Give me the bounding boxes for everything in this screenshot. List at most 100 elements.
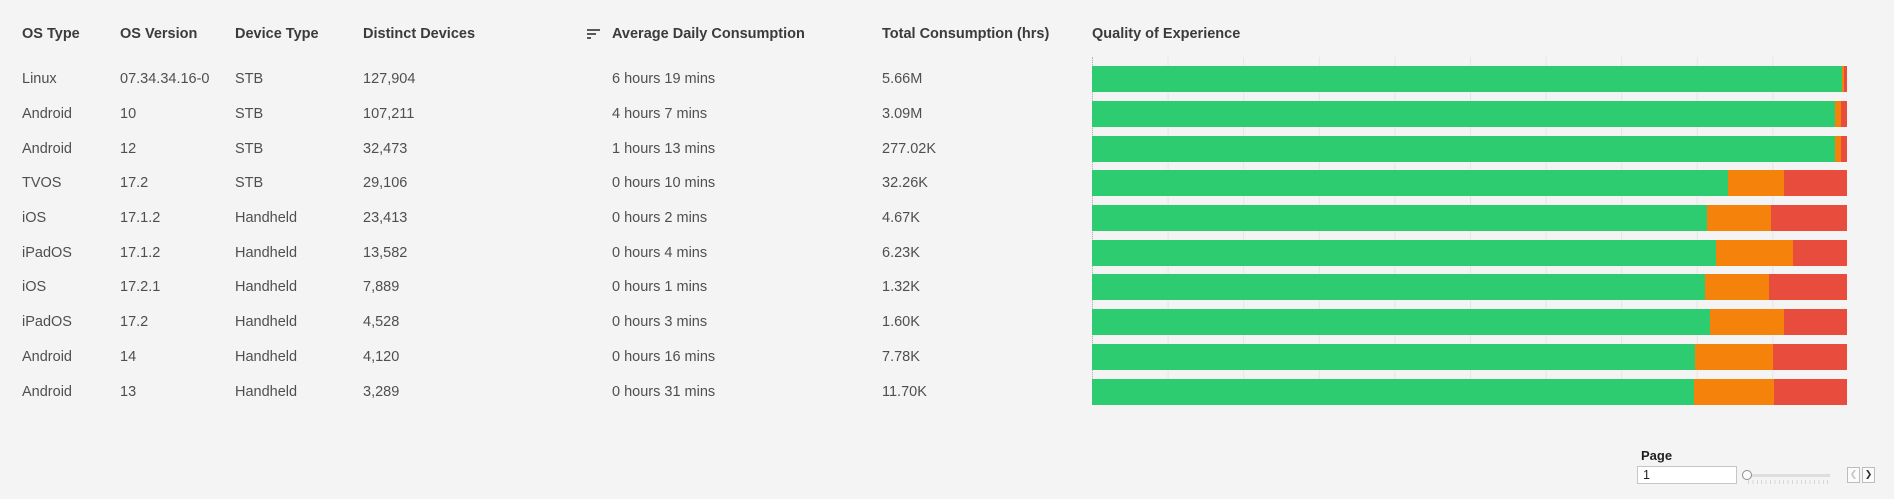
qoe-segment-fair[interactable] xyxy=(1705,274,1770,301)
qoe-segment-fair[interactable] xyxy=(1707,205,1771,232)
qoe-segment-poor[interactable] xyxy=(1773,378,1847,405)
cell-distinct-devices: 107,211 xyxy=(363,106,415,123)
qoe-segment-fair[interactable] xyxy=(1834,135,1842,162)
column-header-os-version[interactable]: OS Version xyxy=(120,26,198,42)
qoe-stacked-bar xyxy=(1092,135,1847,162)
cell-os-type: iOS xyxy=(22,210,47,227)
table-row: Android 14 Handheld 4,120 0 hours 16 min… xyxy=(0,340,1894,375)
cell-total-consumption: 6.23K xyxy=(882,244,920,261)
column-header-os-type[interactable]: OS Type xyxy=(22,26,80,42)
qoe-segment-poor[interactable] xyxy=(1841,135,1847,162)
qoe-segment-good[interactable] xyxy=(1092,343,1696,370)
qoe-stacked-bar xyxy=(1092,170,1847,197)
column-header-average-daily-consumption[interactable]: Average Daily Consumption xyxy=(587,24,882,44)
cell-os-version: 14 xyxy=(120,348,137,365)
column-header-total-consumption[interactable]: Total Consumption (hrs) xyxy=(882,26,1050,42)
qoe-bar[interactable] xyxy=(1092,62,1894,97)
qoe-segment-fair[interactable] xyxy=(1841,66,1845,93)
qoe-bar[interactable] xyxy=(1092,166,1894,201)
qoe-segment-fair[interactable] xyxy=(1715,239,1793,266)
cell-os-type: TVOS xyxy=(22,175,62,192)
qoe-bar[interactable] xyxy=(1092,201,1894,236)
table-row: iOS 17.1.2 Handheld 23,413 0 hours 2 min… xyxy=(0,201,1894,236)
qoe-segment-good[interactable] xyxy=(1092,239,1716,266)
page-slider-handle[interactable] xyxy=(1742,469,1752,480)
qoe-segment-poor[interactable] xyxy=(1770,205,1847,232)
cell-distinct-devices: 4,120 xyxy=(363,348,400,365)
qoe-segment-poor[interactable] xyxy=(1783,309,1847,336)
qoe-segment-poor[interactable] xyxy=(1844,66,1847,93)
page-slider-ticks xyxy=(1748,480,1828,484)
page-slider[interactable] xyxy=(1742,466,1830,484)
cell-os-type: Android xyxy=(22,383,72,400)
cell-total-consumption: 1.32K xyxy=(882,279,920,296)
cell-distinct-devices: 127,904 xyxy=(363,71,416,88)
qoe-segment-good[interactable] xyxy=(1092,135,1835,162)
cell-os-version: 17.2 xyxy=(120,314,149,331)
cell-distinct-devices: 32,473 xyxy=(363,140,408,157)
qoe-segment-good[interactable] xyxy=(1092,378,1695,405)
qoe-segment-poor[interactable] xyxy=(1840,101,1847,128)
qoe-stacked-bar xyxy=(1092,309,1847,336)
table-row: Linux 07.34.34.16-0 STB 127,904 6 hours … xyxy=(0,62,1894,97)
cell-average-daily-consumption: 0 hours 3 mins xyxy=(612,314,708,331)
qoe-segment-poor[interactable] xyxy=(1792,239,1847,266)
cell-os-version: 17.1.2 xyxy=(120,244,161,261)
qoe-bar[interactable] xyxy=(1092,340,1894,375)
qoe-segment-fair[interactable] xyxy=(1727,170,1785,197)
cell-total-consumption: 7.78K xyxy=(882,348,920,365)
column-header-distinct-devices[interactable]: Distinct Devices xyxy=(363,26,476,42)
cell-os-type: Android xyxy=(22,348,72,365)
qoe-segment-poor[interactable] xyxy=(1784,170,1847,197)
table-row: TVOS 17.2 STB 29,106 0 hours 10 mins 32.… xyxy=(0,166,1894,201)
qoe-segment-good[interactable] xyxy=(1092,66,1842,93)
cell-average-daily-consumption: 0 hours 31 mins xyxy=(612,383,716,400)
column-header-quality-of-experience[interactable]: Quality of Experience xyxy=(1092,26,1241,42)
table-row: iPadOS 17.2 Handheld 4,528 0 hours 3 min… xyxy=(0,305,1894,340)
qoe-segment-good[interactable] xyxy=(1092,170,1728,197)
table-body: Linux 07.34.34.16-0 STB 127,904 6 hours … xyxy=(0,62,1894,409)
page-slider-track[interactable] xyxy=(1747,474,1830,477)
cell-average-daily-consumption: 0 hours 2 mins xyxy=(612,210,708,227)
qoe-stacked-bar xyxy=(1092,239,1847,266)
qoe-segment-good[interactable] xyxy=(1092,205,1708,232)
cell-os-type: Linux xyxy=(22,71,57,88)
next-page-button[interactable]: ❯ xyxy=(1862,467,1875,483)
previous-page-button[interactable]: ❮ xyxy=(1847,467,1860,483)
page-number-input[interactable] xyxy=(1637,466,1737,484)
qoe-bar[interactable] xyxy=(1092,235,1894,270)
cell-total-consumption: 32.26K xyxy=(882,175,928,192)
qoe-bar[interactable] xyxy=(1092,374,1894,409)
qoe-segment-fair[interactable] xyxy=(1834,101,1841,128)
pagination: Page ❮ ❯ xyxy=(1637,448,1875,484)
qoe-stacked-bar xyxy=(1092,378,1847,405)
cell-total-consumption: 1.60K xyxy=(882,314,920,331)
qoe-segment-good[interactable] xyxy=(1092,309,1711,336)
cell-total-consumption: 3.09M xyxy=(882,106,923,123)
qoe-segment-fair[interactable] xyxy=(1694,378,1774,405)
qoe-bar[interactable] xyxy=(1092,131,1894,166)
qoe-segment-good[interactable] xyxy=(1092,101,1835,128)
qoe-segment-good[interactable] xyxy=(1092,274,1706,301)
cell-device-type: STB xyxy=(235,140,264,157)
cell-distinct-devices: 13,582 xyxy=(363,244,408,261)
qoe-stacked-bar xyxy=(1092,66,1847,93)
qoe-segment-poor[interactable] xyxy=(1772,343,1847,370)
qoe-bar[interactable] xyxy=(1092,97,1894,132)
cell-os-version: 10 xyxy=(120,106,137,123)
cell-distinct-devices: 3,289 xyxy=(363,383,400,400)
qoe-segment-fair[interactable] xyxy=(1710,309,1784,336)
cell-average-daily-consumption: 0 hours 4 mins xyxy=(612,244,708,261)
sort-descending-icon[interactable] xyxy=(587,29,601,39)
cell-average-daily-consumption: 6 hours 19 mins xyxy=(612,71,716,88)
qoe-segment-fair[interactable] xyxy=(1695,343,1773,370)
table-row: Android 10 STB 107,211 4 hours 7 mins 3.… xyxy=(0,97,1894,132)
qoe-bar[interactable] xyxy=(1092,270,1894,305)
qoe-segment-poor[interactable] xyxy=(1769,274,1847,301)
cell-device-type: Handheld xyxy=(235,279,298,296)
qoe-bar[interactable] xyxy=(1092,305,1894,340)
column-header-device-type[interactable]: Device Type xyxy=(235,26,319,42)
cell-distinct-devices: 23,413 xyxy=(363,210,408,227)
cell-device-type: STB xyxy=(235,71,264,88)
cell-total-consumption: 5.66M xyxy=(882,71,923,88)
